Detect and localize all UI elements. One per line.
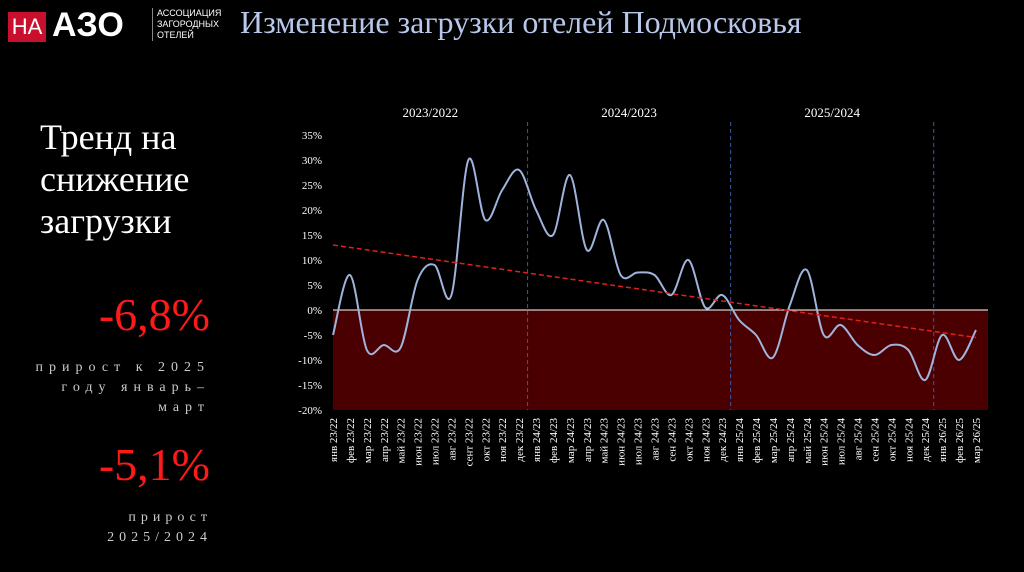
x-tick-label: апр 24/23: [582, 418, 594, 462]
y-tick-label: 30%: [302, 155, 322, 167]
x-tick-label: авг 24/23: [650, 418, 662, 461]
x-tick-label: мар 25/24: [768, 418, 780, 464]
x-tick-label: ноя 24/23: [700, 418, 712, 463]
x-tick-label: дек 23/22: [514, 418, 526, 462]
negative-area: [333, 310, 988, 410]
y-tick-label: 5%: [307, 280, 322, 292]
period-label: 2023/2022: [402, 105, 458, 120]
x-tick-label: июн 24/23: [616, 418, 628, 466]
x-tick-label: апр 23/22: [379, 418, 391, 462]
x-tick-label: фев 24/23: [548, 418, 560, 464]
x-tick-label: сен 24/23: [666, 418, 678, 462]
x-tick-label: июл 24/23: [633, 418, 645, 466]
x-tick-label: янв 23/22: [328, 418, 340, 462]
period-label: 2025/2024: [804, 105, 860, 120]
x-tick-label: мар 24/23: [565, 418, 577, 464]
x-tick-label: сен 25/24: [869, 418, 881, 462]
y-tick-label: 10%: [302, 255, 322, 267]
y-tick-label: -20%: [298, 405, 322, 417]
x-tick-label: окт 25/24: [886, 418, 898, 462]
x-tick-label: окт 23/22: [480, 418, 492, 461]
stat: -5,1%: [98, 439, 210, 490]
x-tick-label: мар 23/22: [362, 418, 374, 463]
stat-note: прирост к 2025 году январь–март: [35, 360, 210, 415]
x-tick-label: окт 24/23: [683, 418, 695, 462]
y-tick-label: 35%: [302, 130, 322, 142]
x-tick-label: июн 25/24: [819, 418, 831, 466]
stat-note: прирост 2025/2024: [107, 510, 212, 545]
x-tick-label: май 25/24: [802, 418, 814, 464]
x-tick-label: июн 23/22: [413, 418, 425, 466]
x-tick-label: авг 23/22: [446, 418, 458, 460]
y-tick-label: -10%: [298, 355, 322, 367]
logo-mark: НА: [8, 12, 46, 42]
period-label: 2024/2023: [601, 105, 657, 120]
x-tick-label: мар 26/25: [971, 418, 983, 464]
y-tick-label: 0%: [307, 305, 322, 317]
x-tick-label: июл 23/22: [430, 418, 442, 465]
x-tick-label: фев 26/25: [954, 418, 966, 464]
x-tick-label: авг 25/24: [853, 418, 865, 461]
x-tick-label: янв 24/23: [531, 418, 543, 462]
y-tick-label: 15%: [302, 230, 322, 242]
x-tick-label: янв 25/24: [734, 418, 746, 462]
logo-name: АЗО: [52, 6, 124, 44]
trend-line: [332, 244, 977, 339]
y-tick-label: -5%: [304, 330, 322, 342]
x-tick-label: июл 25/24: [836, 418, 848, 466]
title: Изменение загрузки отелей Подмосковья: [240, 4, 802, 40]
x-tick-label: май 24/23: [599, 418, 611, 464]
x-tick-label: фев 25/24: [751, 418, 763, 464]
logo-subtitle: АССОЦИАЦИЯ ЗАГОРОДНЫХ ОТЕЛЕЙ: [152, 8, 239, 41]
x-tick-label: дек 25/24: [920, 418, 932, 462]
x-tick-label: ноя 23/22: [497, 418, 509, 462]
x-tick-label: апр 25/24: [785, 418, 797, 462]
stat: -6,8%: [98, 289, 210, 340]
x-tick-label: дек 24/23: [717, 418, 729, 462]
headline: Тренд на снижение загрузки: [40, 117, 190, 241]
x-tick-label: фев 23/22: [345, 418, 357, 463]
y-tick-label: -15%: [298, 380, 322, 392]
y-tick-label: 25%: [302, 180, 322, 192]
y-tick-label: 20%: [302, 205, 322, 217]
line: [332, 157, 977, 381]
x-tick-label: май 23/22: [396, 418, 408, 463]
x-tick-label: янв 26/25: [937, 418, 949, 462]
x-tick-label: ноя 25/24: [903, 418, 915, 463]
x-tick-label: сент 23/22: [463, 418, 475, 466]
